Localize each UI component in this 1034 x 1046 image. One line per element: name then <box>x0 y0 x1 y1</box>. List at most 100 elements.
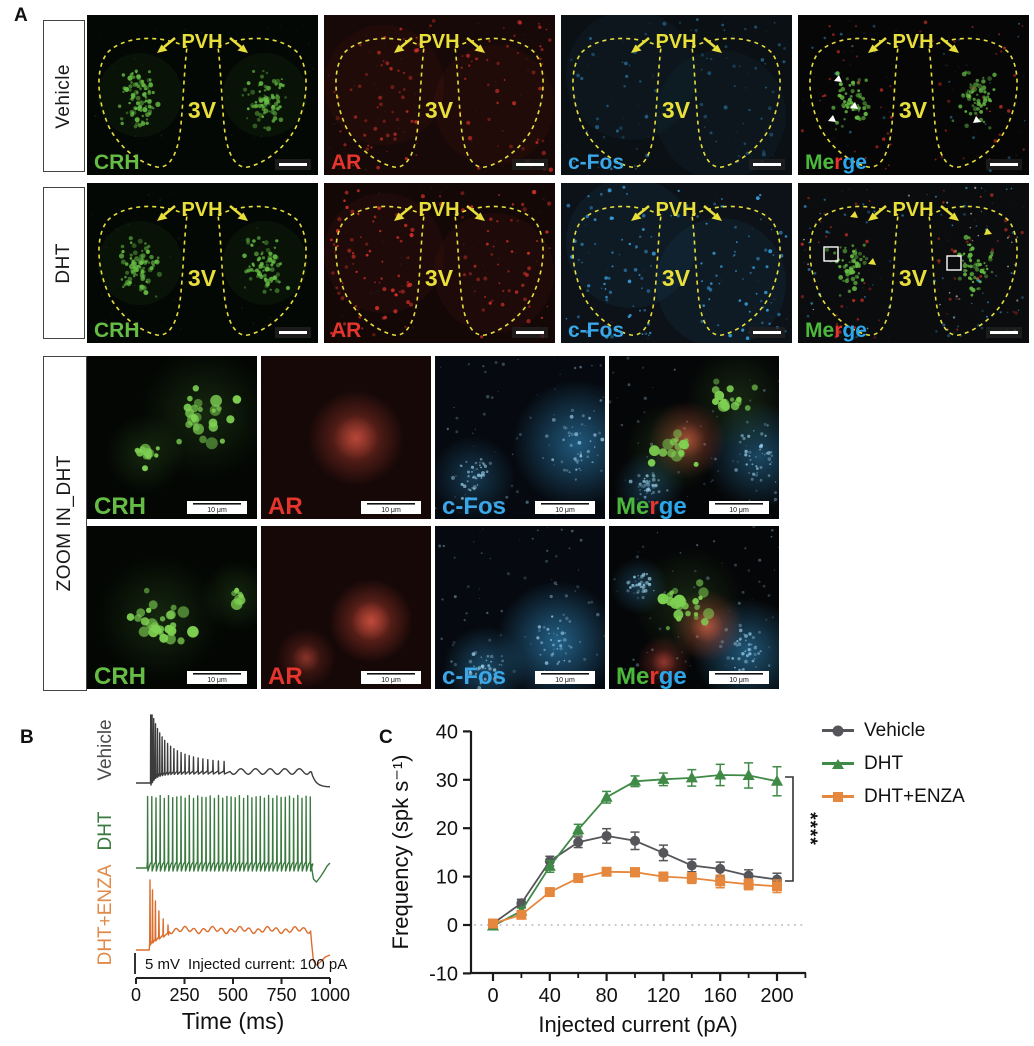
zoom-micro-row2-ar: AR 10 μm <box>261 526 431 689</box>
channel-label: Merge <box>805 319 867 342</box>
micrograph-image: Merge 10 μm <box>609 526 779 689</box>
inset-box <box>823 246 839 262</box>
pvh-arrow-icon <box>940 36 953 49</box>
circle-marker-icon <box>832 725 844 736</box>
pvh-label: PVH <box>418 31 459 53</box>
group-box-zoom-in-dht: ZOOM IN_DHT <box>43 356 87 691</box>
trace-path <box>136 794 331 883</box>
y-axis-tick-label: -10 <box>429 963 458 985</box>
legend-item-dht-enza: DHT+ENZA <box>822 780 965 813</box>
zoom-micro-row1-c-fos: c-Fos 10 μm <box>435 356 605 519</box>
pvh-arrow-icon <box>703 36 716 49</box>
scale-bar-label: 10 μm <box>555 507 575 514</box>
inset-box <box>946 255 962 271</box>
micro-vehicle-c-fos: PVH 3V c-Fos <box>561 15 792 175</box>
zoom-micro-row2-merge: Merge 10 μm <box>609 526 779 689</box>
legend-line-dht-enza <box>822 791 854 802</box>
pvh-label: PVH <box>655 199 696 221</box>
injected-current-label: Injected current: 100 pA <box>188 956 347 973</box>
scale-bar-label: 10 μm <box>729 507 749 514</box>
triangle-marker-icon <box>832 758 844 769</box>
x-axis-title: Injected current (pA) <box>538 1012 737 1037</box>
micrograph-image: CRH 10 μm <box>87 526 257 689</box>
y-axis-title: Frequency (spk s⁻¹) <box>388 755 413 950</box>
zoom-micro-row1-ar: AR 10 μm <box>261 356 431 519</box>
series-dht <box>487 762 783 931</box>
micrograph-image: CRH 10 μm <box>87 356 257 519</box>
scale-bar <box>753 163 781 166</box>
legend-label-dht: DHT <box>864 752 904 774</box>
pvh-arrow-icon <box>400 204 413 217</box>
third-ventricle-label: 3V <box>188 97 217 123</box>
channel-label: CRH <box>94 151 140 174</box>
pvh-arrow-icon <box>637 204 650 217</box>
pvh-label: PVH <box>418 199 459 221</box>
y-axis-tick-label: 0 <box>447 915 458 937</box>
yellow-arrowhead-icon <box>850 211 858 218</box>
channel-label: c-Fos <box>442 663 506 689</box>
micrograph-image: PVH 3V AR <box>324 15 555 175</box>
channel-label: Merge <box>805 151 867 174</box>
channel-label: AR <box>268 663 303 689</box>
legend-label-dht-enza: DHT+ENZA <box>864 785 965 807</box>
third-ventricle-label: 3V <box>899 97 928 123</box>
panel-c-letter: C <box>379 727 393 748</box>
x-axis-tick-label: 200 <box>760 985 793 1007</box>
pvh-arrow-icon <box>637 36 650 49</box>
group-box-vehicle: Vehicle <box>43 20 85 172</box>
y-axis-tick-label: 20 <box>436 818 458 840</box>
channel-label: c-Fos <box>442 493 506 519</box>
series-vehicle <box>488 827 782 929</box>
micrograph-image: PVH 3V c-Fos <box>561 15 792 175</box>
series-dht-enza <box>488 866 782 929</box>
channel-label: AR <box>268 493 303 519</box>
scale-bar <box>516 163 544 166</box>
channel-label: Merge <box>616 663 687 689</box>
channel-label: c-Fos <box>568 151 624 174</box>
time-axis-tick: 500 <box>218 985 248 1005</box>
x-axis-tick-label: 80 <box>595 985 617 1007</box>
y-axis-tick-label: 40 <box>436 721 458 743</box>
micrograph-image: AR 10 μm <box>261 356 431 519</box>
pvh-label: PVH <box>655 31 696 53</box>
pvh-arrow-icon <box>400 36 413 49</box>
voltage-scale-label: 5 mV <box>145 956 180 973</box>
zoom-micro-row2-c-fos: c-Fos 10 μm <box>435 526 605 689</box>
pvh-arrow-icon <box>163 204 176 217</box>
micrograph-image: PVH 3V CRH <box>87 15 318 175</box>
scale-bar-label: 10 μm <box>207 677 227 684</box>
legend-item-dht: DHT <box>822 747 965 780</box>
zoom-micro-row2-crh: CRH 10 μm <box>87 526 257 689</box>
channel-label: AR <box>331 319 361 342</box>
zoom-micro-row1-crh: CRH 10 μm <box>87 356 257 519</box>
scale-bar <box>516 331 544 334</box>
trace-label-dht+enza: DHT+ENZA <box>95 864 116 965</box>
white-arrowhead-icon <box>850 102 858 109</box>
micrograph-image: c-Fos 10 μm <box>435 526 605 689</box>
pvh-label: PVH <box>892 31 933 53</box>
channel-label: CRH <box>94 493 146 519</box>
micrograph-image: c-Fos 10 μm <box>435 356 605 519</box>
panel-c-frequency-chart: -10 0 10 20 30 40 0 40 80 120 160 200 Frequency (spk… <box>388 721 820 1037</box>
time-axis-tick: 1000 <box>310 985 350 1005</box>
trace-label-dht: DHT <box>95 811 116 850</box>
pvh-arrow-icon <box>466 36 479 49</box>
panel-b-electrophysiology: Vehicle DHT DHT+ENZA 5 mV Injected current: … <box>95 714 350 1034</box>
pvh-arrow-icon <box>874 36 887 49</box>
scale-bar <box>990 163 1018 166</box>
micro-dht-c-fos: PVH 3V c-Fos <box>561 183 792 343</box>
micrograph-image: Merge 10 μm <box>609 356 779 519</box>
group-label-zoom-in-dht: ZOOM IN_DHT <box>54 455 75 592</box>
scale-bar <box>279 331 307 334</box>
group-label-vehicle: Vehicle <box>53 63 74 129</box>
significance-bracket <box>785 776 794 882</box>
pvh-arrow-icon <box>163 36 176 49</box>
x-axis-tick-label: 160 <box>704 985 737 1007</box>
channel-label: Merge <box>616 493 687 519</box>
legend-item-vehicle: Vehicle <box>822 714 965 747</box>
white-arrowhead-icon <box>973 116 981 123</box>
pvh-arrow-icon <box>703 204 716 217</box>
micrograph-image: AR 10 μm <box>261 526 431 689</box>
pvh-label: PVH <box>181 31 222 53</box>
